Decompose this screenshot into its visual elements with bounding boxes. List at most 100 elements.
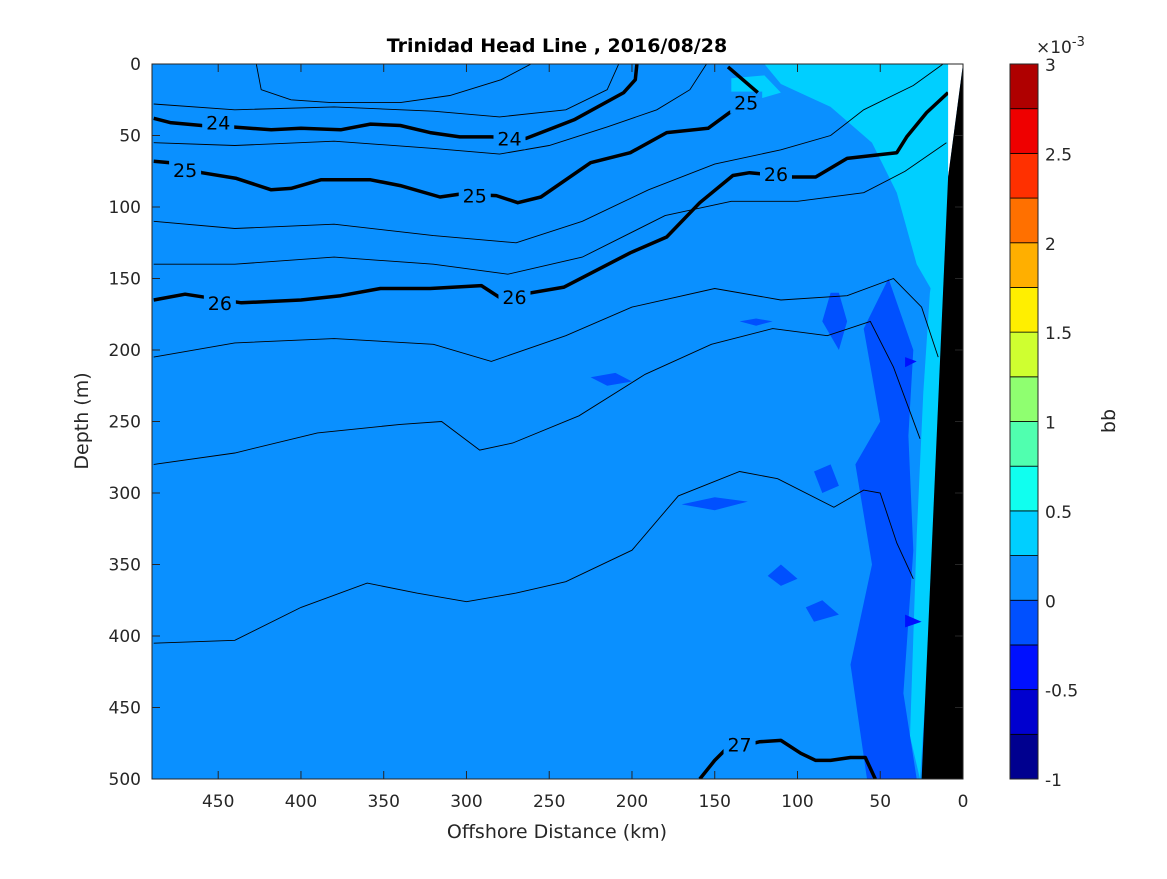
contour-label-gap xyxy=(202,111,235,134)
contour-label-gap xyxy=(493,127,526,150)
thin-contour-line xyxy=(153,142,947,275)
contour-label: 24 xyxy=(206,113,230,135)
colorbar-tick-label: 1 xyxy=(1045,414,1056,434)
x-tick-label: 450 xyxy=(202,792,234,812)
bathymetry-seafloor xyxy=(921,64,963,779)
colorbar-band xyxy=(1009,644,1039,691)
colorbar-tick-label: 0.5 xyxy=(1045,503,1072,523)
x-tick-label: 0 xyxy=(958,792,969,812)
x-tick-label: 350 xyxy=(367,792,399,812)
colorbar: -1 -0.5 0 0.5 1 1.5 2 2.5 3 xyxy=(1009,56,1078,791)
colorbar-band xyxy=(1009,733,1039,780)
contour-label-gap xyxy=(759,163,792,186)
contour-label: 25 xyxy=(734,93,758,115)
colorbar-band xyxy=(1009,152,1039,199)
colorbar-tick-label: 1.5 xyxy=(1045,324,1072,344)
contour-label-gap xyxy=(203,291,236,314)
x-tick-label: 300 xyxy=(450,792,482,812)
y-axis-ticks: 0 50 100 150 200 250 300 350 400 450 500 xyxy=(109,55,963,790)
colorbar-tick-label: -0.5 xyxy=(1045,682,1078,702)
colorbar-band xyxy=(1009,331,1039,378)
colorbar-band xyxy=(1009,108,1039,154)
thin-contour-line xyxy=(153,471,914,644)
x-tick-label: 250 xyxy=(533,792,565,812)
colorbar-band xyxy=(1009,197,1039,244)
contour-label-gap xyxy=(169,158,202,181)
y-tick-label: 450 xyxy=(109,699,141,719)
colorbar-band xyxy=(1009,465,1039,512)
colorbar-label: bb xyxy=(1098,409,1120,433)
y-tick-label: 0 xyxy=(130,55,141,75)
colorbar-band xyxy=(1009,421,1039,467)
thin-contour-line xyxy=(153,64,944,244)
contour-label: 27 xyxy=(727,735,751,757)
colorbar-tick-label: -1 xyxy=(1045,771,1062,791)
y-tick-label: 100 xyxy=(109,198,141,218)
colorbar-band xyxy=(1009,63,1039,110)
colorbar-frame xyxy=(1009,63,1039,780)
filled-level-patch xyxy=(590,372,632,386)
thin-contour-line xyxy=(153,64,620,118)
colorbar-tick-label: 2 xyxy=(1045,235,1056,255)
x-axis-label: Offshore Distance (km) xyxy=(447,821,667,843)
labeled-contour-lines: 24 24 25 25 25 26 26 26 27 xyxy=(153,64,950,779)
colorbar-band xyxy=(1009,689,1039,735)
y-tick-label: 200 xyxy=(109,341,141,361)
thin-contour-line xyxy=(153,320,921,465)
filled-level-patch xyxy=(814,464,839,493)
y-axis-label: Depth (m) xyxy=(71,372,93,469)
thin-contour-lines xyxy=(153,64,947,644)
colorbar-band xyxy=(1009,510,1039,556)
contour-label: 25 xyxy=(463,186,487,208)
filled-level-patch xyxy=(905,357,917,368)
filled-level-patch xyxy=(767,564,798,586)
plot-background xyxy=(152,64,963,779)
contour-label: 26 xyxy=(502,287,526,309)
contour-label-gap xyxy=(498,286,531,309)
x-tick-label: 200 xyxy=(616,792,648,812)
filled-level-patch xyxy=(681,497,748,511)
y-tick-label: 500 xyxy=(109,770,141,790)
contour-label-gap xyxy=(458,184,491,207)
contour-label-gap xyxy=(723,733,756,756)
x-axis-ticks: 450 400 350 300 250 200 150 100 50 0 xyxy=(202,64,968,812)
chart-title: Trinidad Head Line , 2016/08/28 xyxy=(387,35,727,57)
contour-label: 24 xyxy=(497,128,521,150)
colorbar-band xyxy=(1009,555,1039,601)
contour-line-25 xyxy=(726,65,759,94)
coastal-masks xyxy=(921,64,963,779)
thin-contour-line xyxy=(255,64,532,104)
x-tick-label: 100 xyxy=(781,792,813,812)
colorbar-exponent: ×10-3 xyxy=(1036,35,1085,58)
contour-line-25 xyxy=(153,94,759,205)
y-tick-label: 400 xyxy=(109,627,141,647)
contour-line-27 xyxy=(698,738,877,779)
contour-label: 26 xyxy=(208,293,232,315)
filled-level-patch xyxy=(822,292,848,350)
filled-level-patch xyxy=(850,278,917,779)
contour-label: 25 xyxy=(173,160,197,182)
colorbar-tick-label: 0 xyxy=(1045,592,1056,612)
x-tick-label: 400 xyxy=(285,792,317,812)
contour-label: 26 xyxy=(764,164,788,186)
y-tick-label: 350 xyxy=(109,556,141,576)
x-tick-label: 50 xyxy=(869,792,891,812)
x-tick-label: 150 xyxy=(699,792,731,812)
filled-level-patch xyxy=(805,600,839,622)
colorbar-band xyxy=(1009,242,1039,288)
y-tick-label: 150 xyxy=(109,270,141,290)
filled-level-patch xyxy=(764,64,949,293)
filled-level-patch xyxy=(910,177,949,779)
filled-level-patch xyxy=(905,614,922,628)
colorbar-band xyxy=(1009,376,1039,422)
filled-contour-patches xyxy=(590,64,949,779)
y-tick-label: 50 xyxy=(119,127,141,147)
colorbar-tick-label: 2.5 xyxy=(1045,145,1072,165)
contour-line-26 xyxy=(153,91,950,305)
y-tick-label: 300 xyxy=(109,484,141,504)
contour-label-gap xyxy=(730,91,763,114)
colorbar-tick-label: 3 xyxy=(1045,56,1056,76)
y-tick-label: 250 xyxy=(109,413,141,433)
colorbar-band xyxy=(1009,599,1039,646)
